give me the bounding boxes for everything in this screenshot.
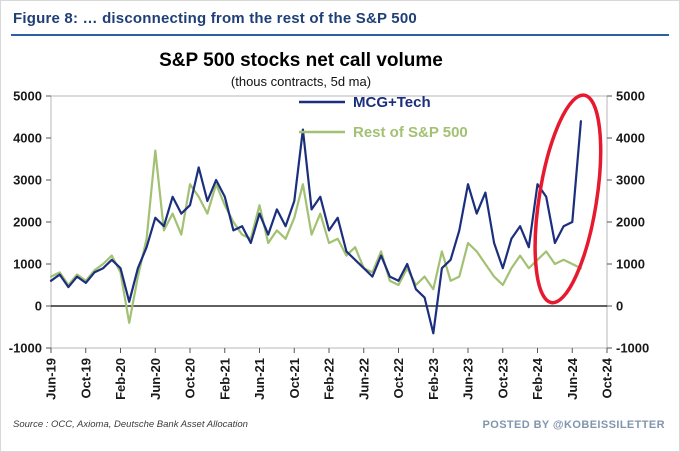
svg-text:Jun-21: Jun-21 — [252, 358, 267, 400]
chart-subtitle: (thous contracts, 5d ma) — [231, 74, 371, 89]
svg-text:Oct-24: Oct-24 — [600, 357, 615, 398]
svg-text:Jun-24: Jun-24 — [565, 357, 580, 400]
svg-text:Jun-20: Jun-20 — [148, 358, 163, 400]
svg-text:Feb-24: Feb-24 — [530, 357, 545, 400]
chart-area: S&P 500 stocks net call volume (thous co… — [1, 36, 679, 413]
plot-layer: -1000 -1000 0 0 1000 1000 2000 2000 3000 3000 4000… — [9, 89, 650, 400]
svg-text:Feb-20: Feb-20 — [113, 358, 128, 400]
svg-text:2000: 2000 — [13, 215, 42, 230]
svg-text:Oct-22: Oct-22 — [391, 358, 406, 398]
svg-text:4000: 4000 — [13, 131, 42, 146]
svg-text:Feb-21: Feb-21 — [217, 358, 232, 400]
posted-by: POSTED BY @KOBEISSILETTER — [482, 419, 665, 431]
svg-text:Oct-23: Oct-23 — [495, 358, 510, 398]
svg-text:-1000: -1000 — [9, 341, 42, 356]
svg-text:2000: 2000 — [616, 215, 645, 230]
figure-title: Figure 8: … disconnecting from the rest … — [13, 10, 417, 27]
svg-text:-1000: -1000 — [616, 341, 649, 356]
source-note: Source : OCC, Axioma, Deutsche Bank Asse… — [13, 419, 248, 430]
svg-text:Feb-23: Feb-23 — [426, 358, 441, 400]
svg-text:0: 0 — [616, 299, 623, 314]
line-chart: S&P 500 stocks net call volume (thous co… — [9, 50, 650, 400]
svg-text:5000: 5000 — [616, 89, 645, 104]
svg-text:1000: 1000 — [13, 257, 42, 272]
legend-label-rest-sp500: Rest of S&P 500 — [353, 124, 468, 141]
svg-text:4000: 4000 — [616, 131, 645, 146]
svg-text:3000: 3000 — [616, 173, 645, 188]
legend-label-mcg-tech: MCG+Tech — [353, 94, 431, 111]
legend: MCG+Tech Rest of S&P 500 — [299, 94, 468, 141]
figure-footer: Source : OCC, Axioma, Deutsche Bank Asse… — [1, 413, 679, 431]
svg-text:Jun-23: Jun-23 — [461, 358, 476, 400]
svg-text:1000: 1000 — [616, 257, 645, 272]
svg-text:Feb-22: Feb-22 — [322, 358, 337, 400]
svg-text:Oct-21: Oct-21 — [287, 358, 302, 398]
svg-text:Oct-19: Oct-19 — [78, 358, 93, 398]
svg-text:3000: 3000 — [13, 173, 42, 188]
svg-text:0: 0 — [35, 299, 42, 314]
chart-title: S&P 500 stocks net call volume — [159, 50, 443, 71]
svg-text:5000: 5000 — [13, 89, 42, 104]
figure-header: Figure 8: … disconnecting from the rest … — [11, 1, 669, 36]
svg-text:Oct-20: Oct-20 — [183, 358, 198, 398]
svg-text:Jun-22: Jun-22 — [356, 358, 371, 400]
svg-text:Jun-19: Jun-19 — [44, 358, 59, 400]
highlight-ellipse — [533, 93, 603, 305]
